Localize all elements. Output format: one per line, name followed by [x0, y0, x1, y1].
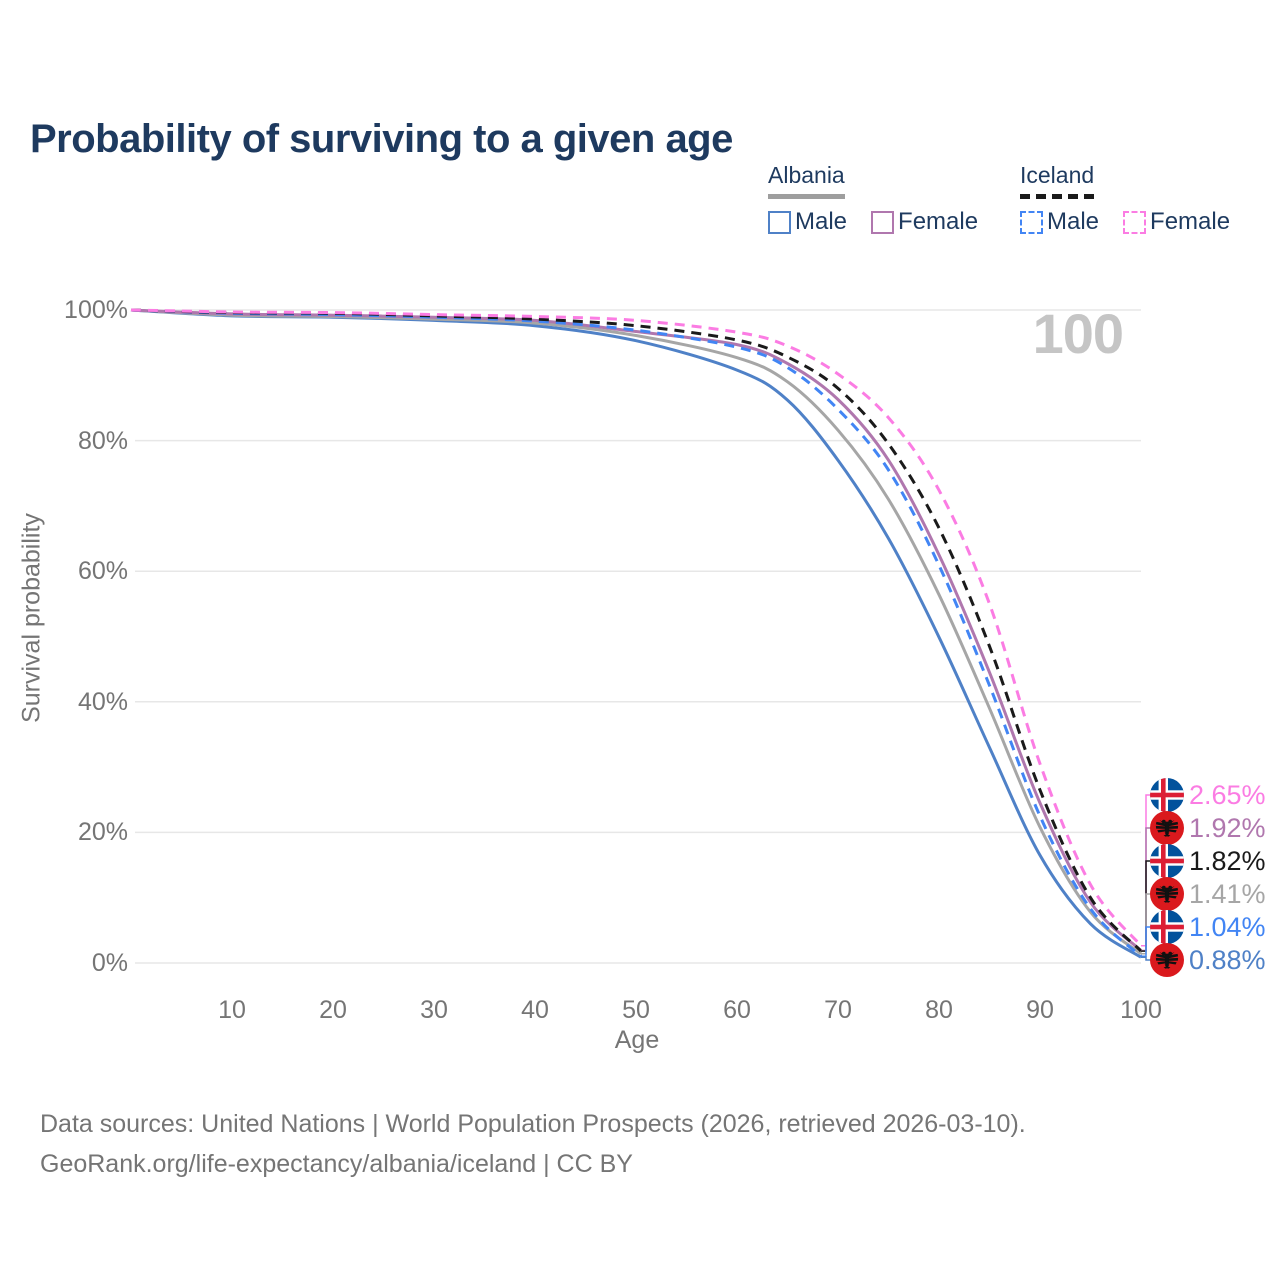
x-tick-label: 60	[723, 996, 751, 1024]
x-tick-label: 70	[824, 996, 852, 1024]
albania-flag-icon	[1150, 943, 1184, 977]
y-tick-label: 20%	[77, 818, 128, 847]
end-value: 1.41%	[1189, 878, 1266, 909]
iceland-male-checkbox[interactable]	[1020, 210, 1043, 234]
y-tick-label: 80%	[77, 426, 128, 455]
x-tick-label: 40	[521, 996, 549, 1024]
x-tick-label: 80	[925, 996, 953, 1024]
x-tick-label: 30	[420, 996, 448, 1024]
end-label-iceland-female: 2.65%	[1150, 778, 1266, 812]
legend-group-albania: Albania Male Female	[768, 162, 978, 236]
end-label-iceland-combined: 1.82%	[1150, 844, 1266, 878]
albania-combined-leader-line	[1141, 893, 1151, 955]
legend-country-albania: Albania	[768, 162, 845, 199]
legend-group-iceland: Iceland Male Female	[1020, 162, 1230, 236]
y-tick-label: 0%	[91, 949, 128, 977]
x-tick-label: 50	[622, 996, 650, 1024]
albania-flag-icon	[1150, 811, 1184, 845]
attribution-link: GeoRank.org/life-expectancy/albania/icel…	[40, 1150, 633, 1178]
albania-combined-line	[130, 308, 1142, 955]
end-label-iceland-male: 1.04%	[1150, 910, 1266, 944]
albania-male-line	[130, 308, 1142, 959]
data-sources-note: Data sources: United Nations | World Pop…	[40, 1110, 1026, 1138]
y-tick-label: 60%	[77, 557, 128, 586]
albania-flag-icon	[1150, 877, 1184, 911]
x-tick-label: 90	[1026, 996, 1054, 1024]
end-value: 0.88%	[1189, 944, 1266, 975]
legend-country-iceland: Iceland	[1020, 162, 1095, 199]
x-tick-label: 20	[319, 996, 347, 1024]
iceland-female-line	[130, 308, 1143, 947]
albania-female-line	[130, 308, 1143, 952]
end-label-albania-male: 0.88%	[1150, 943, 1266, 977]
iceland-male-line	[130, 308, 1143, 958]
legend-label: Male	[795, 208, 848, 235]
iceland-flag-icon	[1150, 844, 1184, 878]
albania-male-checkbox[interactable]	[768, 210, 791, 234]
end-value: 2.65%	[1189, 779, 1266, 810]
y-tick-label: 40%	[77, 687, 128, 716]
legend-label: Male	[1047, 208, 1100, 235]
legend-item-iceland-male[interactable]: Male	[1020, 208, 1099, 236]
iceland-flag-icon	[1150, 910, 1184, 944]
iceland-combined-line	[130, 308, 1143, 953]
x-axis-title: Age	[614, 1026, 660, 1054]
iceland-flag-icon	[1150, 778, 1184, 812]
end-label-albania-female: 1.92%	[1150, 811, 1266, 845]
end-value: 1.82%	[1189, 845, 1266, 876]
iceland-male-leader-line	[1141, 926, 1151, 957]
end-value: 1.92%	[1189, 812, 1266, 843]
albania-female-checkbox[interactable]	[871, 210, 895, 234]
legend-label: Female	[898, 208, 979, 235]
iceland-female-checkbox[interactable]	[1123, 210, 1147, 234]
page-title: Probability of surviving to a given age	[30, 116, 733, 161]
albania-male-leader-line	[1141, 956, 1151, 961]
legend-item-iceland-female[interactable]: Female	[1123, 208, 1230, 236]
y-tick-label: 100%	[64, 296, 128, 324]
hovered-age-watermark: 100	[1032, 302, 1124, 365]
x-tick-label: 10	[218, 996, 246, 1024]
x-tick-label: 100	[1120, 996, 1162, 1024]
legend-item-albania-female[interactable]: Female	[871, 208, 978, 236]
legend-item-albania-male[interactable]: Male	[768, 208, 847, 236]
legend-label: Female	[1150, 208, 1231, 235]
end-label-albania-combined: 1.41%	[1150, 877, 1266, 911]
end-value: 1.04%	[1189, 911, 1266, 942]
